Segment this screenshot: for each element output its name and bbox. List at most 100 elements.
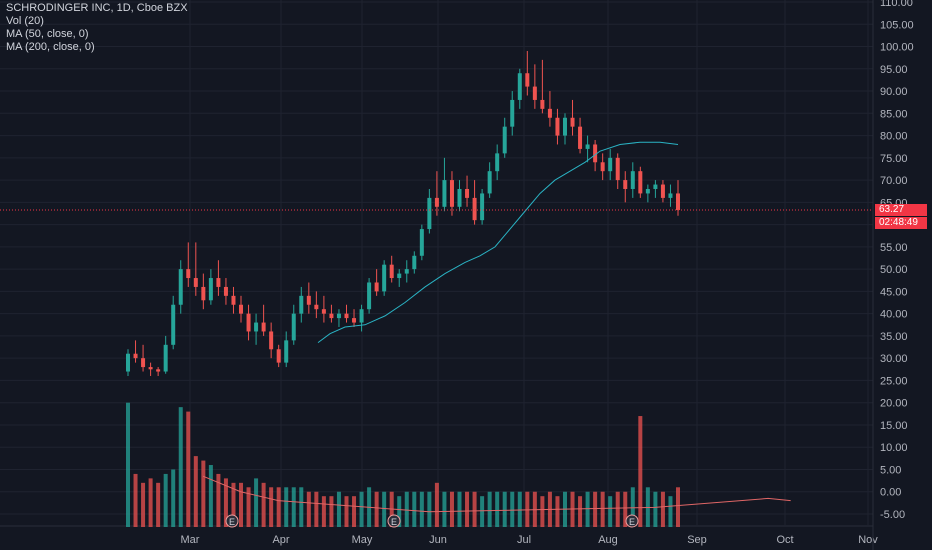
volume-bar [457, 491, 462, 527]
volume-bar [487, 491, 492, 527]
candle-body [133, 353, 138, 359]
volume-bar [608, 496, 613, 527]
candle-body [397, 273, 402, 279]
price-tick-label: 10.00 [880, 442, 908, 454]
candle-body [329, 313, 334, 319]
price-tick-label: 35.00 [880, 331, 908, 343]
volume-bar [261, 482, 266, 527]
volume-bar [306, 491, 311, 527]
volume-bar [141, 482, 146, 527]
volume-bar [133, 473, 138, 527]
volume-bar [352, 496, 357, 527]
time-tick-label: Apr [272, 534, 289, 546]
price-tick-label: 90.00 [880, 86, 908, 98]
volume-bar [404, 491, 409, 527]
candle-body [254, 322, 259, 332]
candle-body [291, 313, 296, 341]
volume-bar [291, 487, 296, 527]
candle-body [208, 278, 213, 301]
candle-body [141, 358, 146, 368]
candle-body [578, 126, 583, 149]
candle-body [314, 304, 319, 310]
price-tick-label: 110.00 [880, 0, 913, 9]
candle-body [623, 180, 628, 189]
candle-body [427, 197, 432, 230]
candle-body [540, 99, 545, 109]
volume-bar [660, 491, 665, 527]
time-tick-label: Jul [517, 534, 531, 546]
volume-bar [374, 491, 379, 527]
volume-bar [449, 491, 454, 527]
symbol-title[interactable]: SCHRODINGER INC, 1D, Cboe BZX [6, 2, 188, 14]
volume-bar [653, 491, 658, 527]
candle-body [472, 197, 477, 221]
candle-body [306, 295, 311, 305]
volume-bar [465, 491, 470, 527]
earnings-marker [225, 514, 239, 528]
price-tick-label: 50.00 [880, 264, 908, 276]
volume-bar [600, 491, 605, 527]
ma50-line [317, 141, 679, 343]
ma50-indicator-label[interactable]: MA (50, close, 0) [6, 28, 89, 40]
volume-bar [336, 491, 341, 527]
candle-body [344, 313, 349, 319]
volume-bar [171, 469, 176, 527]
candle-body [593, 144, 598, 163]
volume-bar [472, 491, 477, 527]
time-tick-label: May [352, 534, 373, 546]
candle-body [246, 313, 251, 332]
volume-bar [578, 496, 583, 527]
candle-body [600, 162, 605, 172]
earnings-marker [625, 514, 639, 528]
candle-body [547, 108, 552, 118]
candle-body [419, 229, 424, 256]
volume-bar [397, 496, 402, 527]
volume-bar [419, 491, 424, 527]
ma200-indicator-label[interactable]: MA (200, close, 0) [6, 41, 95, 53]
volume-bar [630, 487, 635, 527]
candle-body [284, 340, 289, 363]
candle-body [585, 144, 590, 149]
volume-bar [495, 491, 500, 527]
volume-ma-line [202, 475, 791, 513]
candle-body [653, 184, 658, 189]
volume-bar [216, 473, 221, 527]
volume-bar [178, 407, 183, 527]
price-tick-label: 0.00 [880, 487, 901, 499]
candle-body [502, 126, 507, 154]
time-tick-label: Aug [598, 534, 618, 546]
candle-body [223, 286, 228, 296]
price-tick-label: 20.00 [880, 398, 908, 410]
candle-body [555, 117, 560, 136]
volume-bar [329, 496, 334, 527]
volume-bar [276, 487, 281, 527]
candle-body [148, 367, 153, 370]
candle-body [495, 153, 500, 172]
volume-indicator-label[interactable]: Vol (20) [6, 15, 44, 27]
last-price-tag: 63.27 [875, 204, 927, 216]
volume-bar [480, 496, 485, 527]
volume-bar [223, 478, 228, 527]
volume-bar [254, 478, 259, 527]
time-tick-label: Mar [181, 534, 200, 546]
volume-bar [623, 491, 628, 527]
time-tick-label: Jun [429, 534, 447, 546]
earnings-marker-label: E [391, 517, 397, 527]
candle-body [676, 193, 680, 211]
volume-bar [382, 491, 387, 527]
time-tick-label: Nov [858, 534, 878, 546]
candle-body [532, 86, 537, 100]
candle-body [126, 353, 130, 372]
volume-bar [321, 496, 326, 527]
volume-bar [246, 487, 251, 527]
candle-body [231, 295, 236, 305]
volume-bar [615, 491, 620, 527]
price-tick-label: 40.00 [880, 309, 908, 321]
price-tick-label: 100.00 [880, 42, 914, 54]
candle-body [156, 369, 161, 372]
candle-body [374, 282, 379, 292]
candle-body [630, 171, 635, 189]
candle-body [404, 269, 409, 274]
